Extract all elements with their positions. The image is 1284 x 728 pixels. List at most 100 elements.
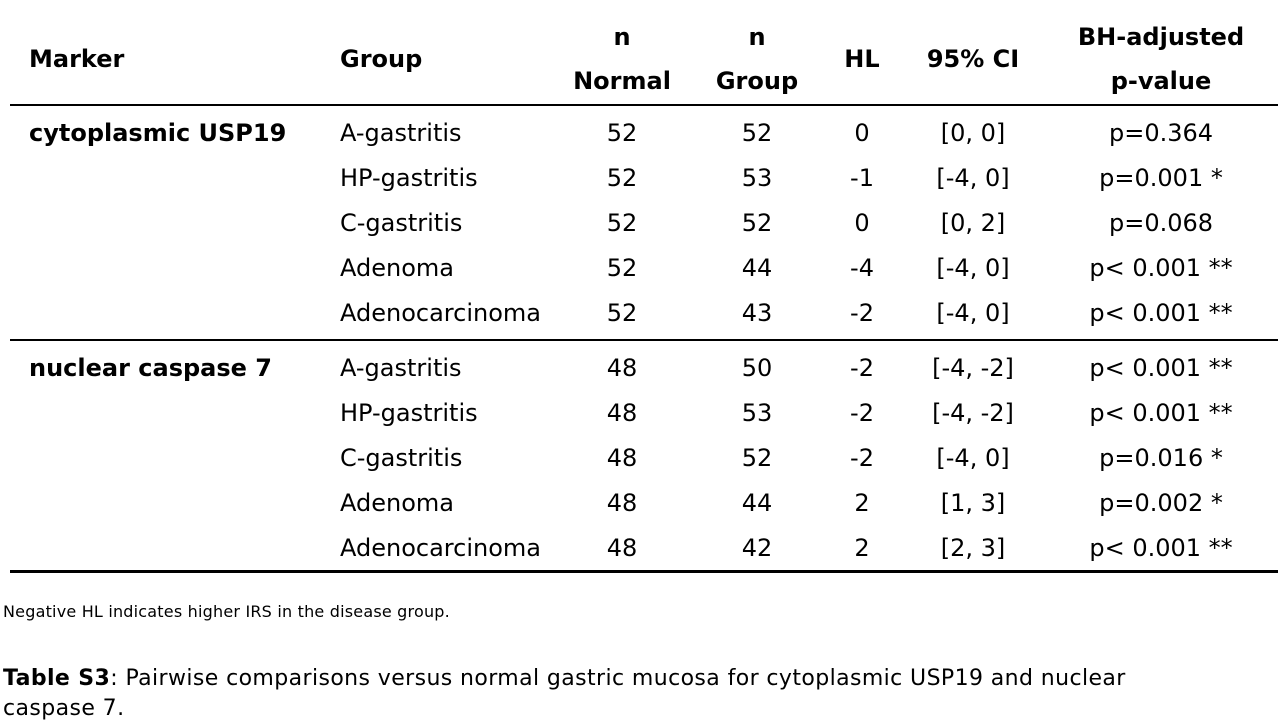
marker-empty-cell — [10, 480, 326, 525]
table-row: HP-gastritis 48 53 -2 [-4, -2] p< 0.001 … — [10, 390, 1278, 435]
pvalue-cell: p=0.068 — [1108, 208, 1214, 237]
hl-cell: 0 — [854, 118, 870, 147]
n-group-cell: 52 — [741, 118, 773, 147]
ci-cell: [-4, 0] — [936, 163, 1010, 192]
ci-cell: [0, 0] — [940, 118, 1006, 147]
ci-cell: [2, 3] — [940, 533, 1006, 562]
n-normal-cell: 48 — [606, 533, 638, 562]
n-group-cell: 43 — [741, 298, 773, 327]
ci-cell: [1, 3] — [940, 488, 1006, 517]
ci-cell: [-4, 0] — [936, 253, 1010, 282]
pvalue-cell: p=0.001 * — [1099, 163, 1223, 192]
group-cell: Adenoma — [340, 488, 454, 517]
marker-label: cytoplasmic USP19 — [29, 118, 287, 147]
table-row: nuclear caspase 7 A-gastritis 48 50 -2 [… — [10, 340, 1278, 390]
marker-empty-cell — [10, 390, 326, 435]
section-cytoplasmic-usp19: cytoplasmic USP19 A-gastritis 52 52 0 [0… — [10, 105, 1278, 340]
group-cell: Adenoma — [340, 253, 454, 282]
pairwise-comparisons-table: Marker Group n Normal n Group HL 95% CI … — [10, 14, 1278, 573]
n-normal-cell: 52 — [606, 118, 638, 147]
hl-cell: -2 — [850, 298, 874, 327]
pvalue-cell: p=0.002 * — [1099, 488, 1223, 517]
header-n-group-line1: n — [748, 23, 766, 51]
table-row: HP-gastritis 52 53 -1 [-4, 0] p=0.001 * — [10, 155, 1278, 200]
section-nuclear-caspase-7: nuclear caspase 7 A-gastritis 48 50 -2 [… — [10, 340, 1278, 572]
table-row: C-gastritis 48 52 -2 [-4, 0] p=0.016 * — [10, 435, 1278, 480]
table-row: Adenocarcinoma 52 43 -2 [-4, 0] p< 0.001… — [10, 290, 1278, 340]
marker-empty-cell — [10, 435, 326, 480]
hl-cell: -2 — [850, 443, 874, 472]
group-cell: Adenocarcinoma — [340, 533, 541, 562]
n-group-cell: 44 — [741, 488, 773, 517]
ci-cell: [-4, 0] — [936, 443, 1010, 472]
n-normal-cell: 48 — [606, 488, 638, 517]
group-cell: A-gastritis — [340, 353, 462, 382]
pvalue-cell: p< 0.001 ** — [1089, 533, 1233, 562]
n-group-cell: 50 — [741, 353, 773, 382]
caption-text: : Pairwise comparisons versus normal gas… — [3, 666, 1126, 721]
header-n-group-line2: Group — [715, 67, 799, 95]
header-n-normal-line2: Normal — [573, 67, 671, 95]
marker-empty-cell — [10, 290, 326, 340]
header-n-group: n Group — [692, 14, 822, 105]
hl-cell: -1 — [850, 163, 874, 192]
pvalue-cell: p=0.016 * — [1099, 443, 1223, 472]
header-n-normal-line1: n — [613, 23, 631, 51]
n-group-cell: 52 — [741, 208, 773, 237]
table-footnote: Negative HL indicates higher IRS in the … — [3, 602, 450, 621]
ci-cell: [-4, 0] — [936, 298, 1010, 327]
marker-empty-cell — [10, 155, 326, 200]
group-cell: C-gastritis — [340, 443, 463, 472]
ci-cell: [0, 2] — [940, 208, 1006, 237]
header-ci: 95% CI — [926, 45, 1020, 73]
caption-label: Table S3 — [3, 666, 111, 691]
n-normal-cell: 52 — [606, 208, 638, 237]
n-group-cell: 42 — [741, 533, 773, 562]
hl-cell: 2 — [854, 533, 870, 562]
hl-cell: -2 — [850, 398, 874, 427]
n-normal-cell: 48 — [606, 353, 638, 382]
header-marker: Marker — [29, 45, 125, 73]
header-pvalue: BH-adjusted p-value — [1044, 14, 1278, 105]
hl-cell: 0 — [854, 208, 870, 237]
table-caption: Table S3: Pairwise comparisons versus no… — [3, 664, 1183, 724]
n-normal-cell: 52 — [606, 298, 638, 327]
table-row: Adenoma 48 44 2 [1, 3] p=0.002 * — [10, 480, 1278, 525]
marker-empty-cell — [10, 525, 326, 572]
n-group-cell: 44 — [741, 253, 773, 282]
table-header: Marker Group n Normal n Group HL 95% CI … — [10, 14, 1278, 105]
hl-cell: -2 — [850, 353, 874, 382]
ci-cell: [-4, -2] — [932, 353, 1014, 382]
n-group-cell: 53 — [741, 398, 773, 427]
pvalue-cell: p< 0.001 ** — [1089, 398, 1233, 427]
header-group: Group — [340, 45, 423, 73]
n-group-cell: 52 — [741, 443, 773, 472]
group-cell: HP-gastritis — [340, 163, 478, 192]
table-row: C-gastritis 52 52 0 [0, 2] p=0.068 — [10, 200, 1278, 245]
group-cell: C-gastritis — [340, 208, 463, 237]
pvalue-cell: p< 0.001 ** — [1089, 253, 1233, 282]
group-cell: Adenocarcinoma — [340, 298, 541, 327]
ci-cell: [-4, -2] — [932, 398, 1014, 427]
group-cell: A-gastritis — [340, 118, 462, 147]
header-hl: HL — [844, 45, 880, 73]
results-table-container: Marker Group n Normal n Group HL 95% CI … — [10, 14, 1278, 573]
marker-empty-cell — [10, 245, 326, 290]
n-normal-cell: 52 — [606, 163, 638, 192]
pvalue-cell: p=0.364 — [1108, 118, 1214, 147]
table-row: cytoplasmic USP19 A-gastritis 52 52 0 [0… — [10, 105, 1278, 155]
header-pvalue-line1: BH-adjusted — [1077, 23, 1245, 51]
n-normal-cell: 48 — [606, 443, 638, 472]
n-normal-cell: 48 — [606, 398, 638, 427]
marker-label: nuclear caspase 7 — [29, 353, 272, 382]
n-normal-cell: 52 — [606, 253, 638, 282]
header-row: Marker Group n Normal n Group HL 95% CI … — [10, 14, 1278, 105]
pvalue-cell: p< 0.001 ** — [1089, 298, 1233, 327]
hl-cell: -4 — [850, 253, 874, 282]
hl-cell: 2 — [854, 488, 870, 517]
marker-empty-cell — [10, 200, 326, 245]
group-cell: HP-gastritis — [340, 398, 478, 427]
n-group-cell: 53 — [741, 163, 773, 192]
header-n-normal: n Normal — [552, 14, 692, 105]
header-pvalue-line2: p-value — [1110, 67, 1212, 95]
